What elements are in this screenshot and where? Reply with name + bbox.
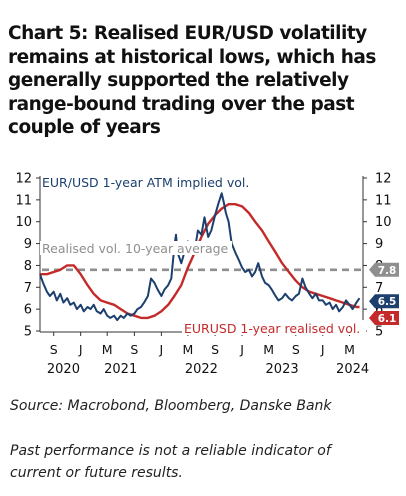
x-month-label: S (50, 342, 58, 357)
average-annotation: Realised vol. 10-year average (42, 241, 229, 256)
series-layer (39, 192, 361, 322)
left-tick-label: 6 (24, 303, 32, 318)
right-tick-label: 10 (375, 215, 392, 230)
line-chart: 5 6 7 8 9 10 11 12 5 6 7 8 9 10 11 12 S J M S J M S J M S J M 2020… (15, 172, 399, 377)
implied-end-tag (369, 294, 399, 309)
x-year-label: 2022 (185, 362, 218, 377)
x-month-label: M (263, 342, 274, 357)
realised-end-tag (369, 310, 399, 325)
x-month-label: M (344, 342, 355, 357)
left-tick-label: 12 (15, 172, 32, 187)
average-end-value: 7.8 (378, 265, 397, 277)
x-year-label: 2024 (336, 362, 369, 377)
x-month-label: M (183, 342, 194, 357)
left-tick-label: 9 (24, 237, 32, 252)
disclaimer-note: Past performance is not a reliable indic… (10, 443, 331, 481)
x-year-label: 2023 (266, 362, 299, 377)
left-tick-label: 10 (15, 215, 32, 230)
right-tick-label: 6 (375, 303, 383, 318)
x-month-label: J (78, 342, 83, 357)
x-month-label: J (320, 342, 325, 357)
x-month-label: S (292, 342, 300, 357)
annotation-layer: EUR/USD 1-year ATM implied vol. Realised… (40, 175, 366, 336)
right-tick-label: 12 (375, 172, 392, 187)
implied-vol-line (39, 192, 361, 322)
left-axis: 5 6 7 8 9 10 11 12 (15, 172, 41, 340)
left-tick-label: 5 (24, 325, 32, 340)
average-end-tag (369, 262, 399, 277)
x-axis: S J M S J M S J M S J M 2020 2021 2022 2023 2024 (40, 331, 369, 377)
end-labels: 7.8 6.5 6.1 (369, 262, 399, 325)
right-tick-label: 11 (375, 193, 392, 208)
right-tick-label: 9 (375, 237, 383, 252)
left-tick-label: 11 (15, 193, 32, 208)
implied-end-value: 6.5 (378, 296, 397, 308)
realised-end-value: 6.1 (378, 313, 397, 325)
x-month-label: J (239, 342, 244, 357)
x-month-label: S (211, 342, 219, 357)
x-month-label: S (130, 342, 138, 357)
average-annotation-backdrop (40, 241, 232, 255)
left-tick-label: 8 (24, 259, 32, 274)
chart-title: Chart 5: Realised EUR/USD volatility rem… (8, 23, 376, 138)
realised-vol-line (40, 203, 360, 320)
x-month-label: M (102, 342, 113, 357)
x-year-label: 2021 (104, 362, 137, 377)
source-note: Source: Macrobond, Bloomberg, Danske Ban… (10, 398, 332, 414)
x-month-label: J (159, 342, 164, 357)
right-tick-label: 5 (375, 325, 383, 340)
left-tick-label: 7 (24, 281, 32, 296)
realised-annotation-backdrop (182, 320, 366, 335)
right-tick-label: 7 (375, 281, 383, 296)
x-year-label: 2020 (47, 362, 80, 377)
implied-series-annotation: EUR/USD 1-year ATM implied vol. (42, 175, 249, 190)
realised-series-annotation: EURUSD 1-year realised vol. (184, 321, 360, 336)
